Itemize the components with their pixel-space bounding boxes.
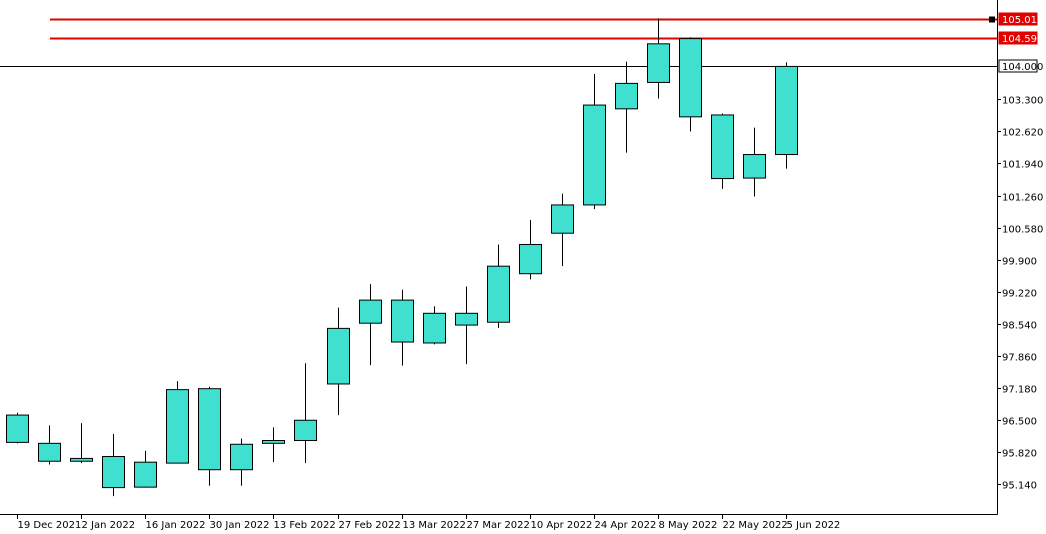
candle <box>294 363 317 464</box>
candle <box>327 307 350 416</box>
candle-body <box>615 82 638 110</box>
candle-body <box>583 104 606 206</box>
candle <box>679 37 702 132</box>
level-price-tag-label: 105.010 <box>1002 15 1043 26</box>
candle-body <box>198 388 221 471</box>
y-tick-label: 99.220 <box>1002 289 1037 300</box>
y-tick-label: 97.860 <box>1002 353 1037 364</box>
horizontal-levels <box>0 16 997 67</box>
candle <box>775 62 798 169</box>
candle <box>134 450 157 488</box>
candle <box>711 113 734 189</box>
y-tick-label: 96.500 <box>1002 417 1037 428</box>
y-tick-label: 98.540 <box>1002 321 1037 332</box>
candle <box>423 306 446 345</box>
y-tick-label: 95.140 <box>1002 481 1037 492</box>
candle-body <box>359 299 382 324</box>
candle <box>166 381 189 464</box>
x-tick-label: 30 Jan 2022 <box>210 520 270 531</box>
candle-body <box>6 414 29 443</box>
candle <box>615 61 638 153</box>
candle-body <box>743 154 766 179</box>
candle-body <box>423 312 446 344</box>
candle-body <box>38 442 61 462</box>
price-tags: 105.010 104.599 104.000 <box>998 12 1043 73</box>
candle <box>583 73 606 210</box>
level-price-tag-label: 104.599 <box>1002 34 1043 45</box>
candle <box>743 127 766 197</box>
candle-body <box>230 443 253 471</box>
candle <box>455 286 478 365</box>
time-axis: 19 Dec 2021 2 Jan 2022 16 Jan 2022 30 Jan 2… <box>17 514 841 531</box>
x-tick-label: 5 Jun 2022 <box>787 520 841 531</box>
candle <box>391 289 414 366</box>
axes <box>0 0 998 515</box>
x-tick-label: 13 Feb 2022 <box>274 520 336 531</box>
x-tick-label: 16 Jan 2022 <box>146 520 206 531</box>
level-price-tag-box <box>998 31 1038 45</box>
y-tick-label: 100.580 <box>1002 225 1043 236</box>
candle-body <box>455 312 478 326</box>
candle-body <box>166 389 189 464</box>
candle-body <box>294 419 317 442</box>
y-tick-label: 97.180 <box>1002 385 1037 396</box>
candle-body <box>134 461 157 488</box>
candle <box>70 423 93 464</box>
candle-body <box>679 38 702 118</box>
x-tick-label: 10 Apr 2022 <box>531 520 593 531</box>
current-price-tag-label: 104.000 <box>1002 62 1043 73</box>
level-price-tag: 104.599 <box>998 31 1043 45</box>
x-tick-label: 24 Apr 2022 <box>595 520 657 531</box>
y-tick-label: 101.940 <box>1002 160 1043 171</box>
candle <box>230 438 253 486</box>
y-tick-label: 103.300 <box>1002 96 1043 107</box>
candle <box>198 386 221 486</box>
candle-body <box>519 244 542 275</box>
y-tick-label: 102.620 <box>1002 128 1043 139</box>
candle-body <box>327 327 350 385</box>
x-tick-label: 27 Feb 2022 <box>339 520 401 531</box>
candle-body <box>391 299 414 343</box>
candle <box>6 412 29 444</box>
candle <box>647 18 670 99</box>
candle-body <box>775 65 798 156</box>
candle <box>519 220 542 280</box>
candle <box>551 193 574 267</box>
x-tick-label: 19 Dec 2021 <box>18 520 82 531</box>
candle-body <box>102 456 125 489</box>
candle <box>38 425 61 465</box>
candle <box>487 244 510 328</box>
candle-body <box>711 114 734 180</box>
current-price-tag: 104.000 <box>998 59 1043 73</box>
x-tick-label: 2 Jan 2022 <box>82 520 136 531</box>
x-tick-label: 13 Mar 2022 <box>403 520 466 531</box>
level-handle-marker <box>989 16 995 23</box>
y-tick-label: 95.820 <box>1002 449 1037 460</box>
candle-body <box>551 204 574 234</box>
y-tick-label: 101.260 <box>1002 193 1043 204</box>
candle <box>102 433 125 497</box>
price-axis: 95.140 95.820 96.500 97.180 97.860 98.540 99.2… <box>997 96 1043 492</box>
candles <box>6 18 798 497</box>
x-tick-label: 22 May 2022 <box>723 520 788 531</box>
y-tick-label: 99.900 <box>1002 257 1037 268</box>
level-price-tag: 105.010 <box>998 12 1043 26</box>
candle-body <box>70 457 93 462</box>
candle-body <box>262 440 285 444</box>
x-tick-label: 8 May 2022 <box>659 520 718 531</box>
candle-body <box>487 265 510 323</box>
candle <box>262 427 285 463</box>
candle-body <box>647 43 670 83</box>
level-price-tag-box <box>998 12 1038 26</box>
candle <box>359 284 382 366</box>
x-tick-label: 27 Mar 2022 <box>467 520 530 531</box>
current-price-tag-box <box>998 59 1038 73</box>
